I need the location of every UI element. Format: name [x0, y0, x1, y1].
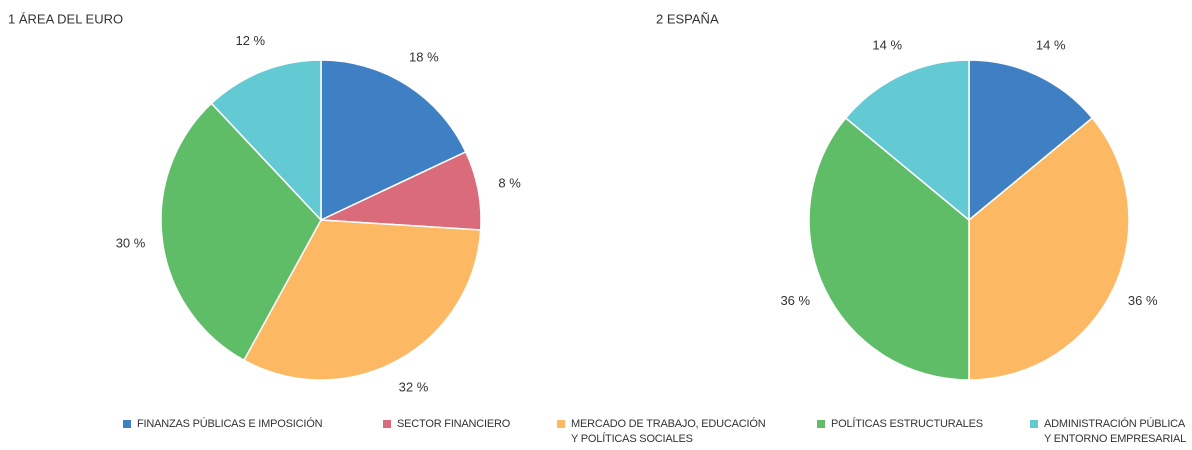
data-label: 14 % — [872, 38, 902, 53]
legend-swatch — [383, 420, 391, 428]
legend-label: MERCADO DE TRABAJO, EDUCACIÓN Y POLÍTICA… — [571, 418, 766, 445]
data-label: 14 % — [1036, 38, 1066, 53]
data-label: 36 % — [1128, 293, 1158, 308]
legend: FINANZAS PÚBLICAS E IMPOSICIÓN SECTOR FIN… — [0, 417, 1192, 450]
pie-slice — [968, 116, 1130, 381]
pie-slice — [968, 59, 1094, 222]
pie-slice — [210, 59, 322, 222]
chart-title: 2 ESPAÑA — [656, 11, 719, 26]
legend-label: POLÍTICAS ESTRUCTURALES — [831, 418, 983, 430]
pie-slice — [808, 116, 970, 381]
data-label: 12 % — [235, 33, 265, 48]
data-label: 8 % — [498, 175, 521, 190]
legend-swatch — [557, 420, 565, 428]
legend-label: FINANZAS PÚBLICAS E IMPOSICIÓN — [137, 418, 323, 430]
legend-swatch — [817, 420, 825, 428]
data-label: 32 % — [399, 380, 429, 395]
chart-title: 1 ÁREA DEL EURO — [8, 11, 123, 26]
legend-label: ADMINISTRACIÓN PÚBLICA Y ENTORNO EMPRESA… — [1044, 418, 1187, 445]
legend-swatch — [1030, 420, 1038, 428]
pie-slice — [844, 59, 970, 222]
legend-swatch — [123, 420, 131, 428]
pie-slice — [242, 219, 482, 381]
pie-slice — [160, 102, 322, 362]
data-label: 36 % — [780, 293, 810, 308]
charts: 1 ÁREA DEL EURO 18 % 8 % 32 % 30 % 12 % 2 ESPA… — [8, 11, 1158, 395]
data-label: 30 % — [116, 236, 146, 251]
pie-slice — [320, 59, 467, 222]
data-label: 18 % — [409, 49, 439, 64]
legend-label: SECTOR FINANCIERO — [397, 418, 511, 430]
